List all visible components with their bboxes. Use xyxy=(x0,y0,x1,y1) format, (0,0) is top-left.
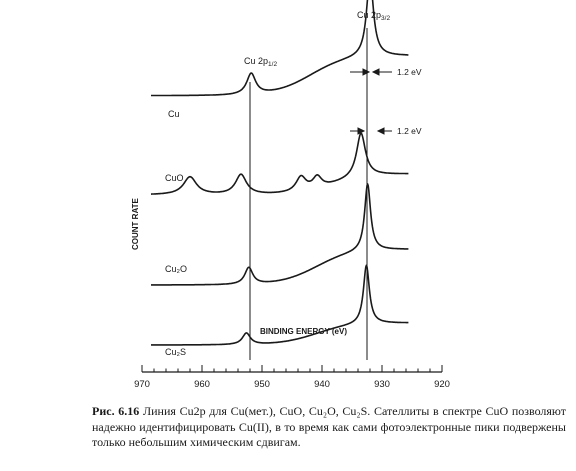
x-tick-label: 940 xyxy=(314,379,330,390)
x-tick-label: 970 xyxy=(134,379,150,390)
reference-lines-group xyxy=(249,28,368,360)
x-tick-label: 920 xyxy=(434,379,450,390)
annotation-cu2p32: Cu 2p3/2 xyxy=(357,10,390,22)
caption-text: Линия Cu2p для Cu(мет.), CuO, Cu₂O, Cu₂S… xyxy=(92,404,566,449)
figure-caption: Рис. 6.16 Линия Cu2p для Cu(мет.), CuO, … xyxy=(92,404,566,451)
x-tick-label: 950 xyxy=(254,379,270,390)
spectrum-line-cuo xyxy=(150,183,409,286)
series-label-cu2s: Cu₂S xyxy=(165,347,186,357)
annotation-shift-cuo: 1.2 eV xyxy=(397,126,422,136)
x-tick-label: 960 xyxy=(194,379,210,390)
spectrum-line-cu xyxy=(150,0,409,97)
x-axis-title: BINDING ENERGY (eV) xyxy=(260,327,347,336)
xps-cu2p-chart: 970 960 950 940 930 920 Cu CuO Cu₂O Cu₂S Cu 2… xyxy=(131,0,450,390)
spectrum-line-cuo xyxy=(150,132,409,195)
shift-arrows xyxy=(350,68,392,135)
series-label-cuo: CuO xyxy=(165,173,184,183)
caption-label: Рис. 6.16 xyxy=(92,404,140,418)
series-label-cu: Cu xyxy=(168,109,180,119)
annotation-cu2p12: Cu 2p1/2 xyxy=(244,56,277,68)
spectra-group xyxy=(150,0,409,346)
x-tick-label: 930 xyxy=(374,379,390,390)
spectrum-line-cus xyxy=(150,264,409,346)
y-axis-title: COUNT RATE xyxy=(131,197,140,250)
annotation-shift-cu: 1.2 eV xyxy=(397,67,422,77)
series-label-cu2o: Cu₂O xyxy=(165,264,187,274)
axes-group: 970 960 950 940 930 920 xyxy=(134,365,450,390)
